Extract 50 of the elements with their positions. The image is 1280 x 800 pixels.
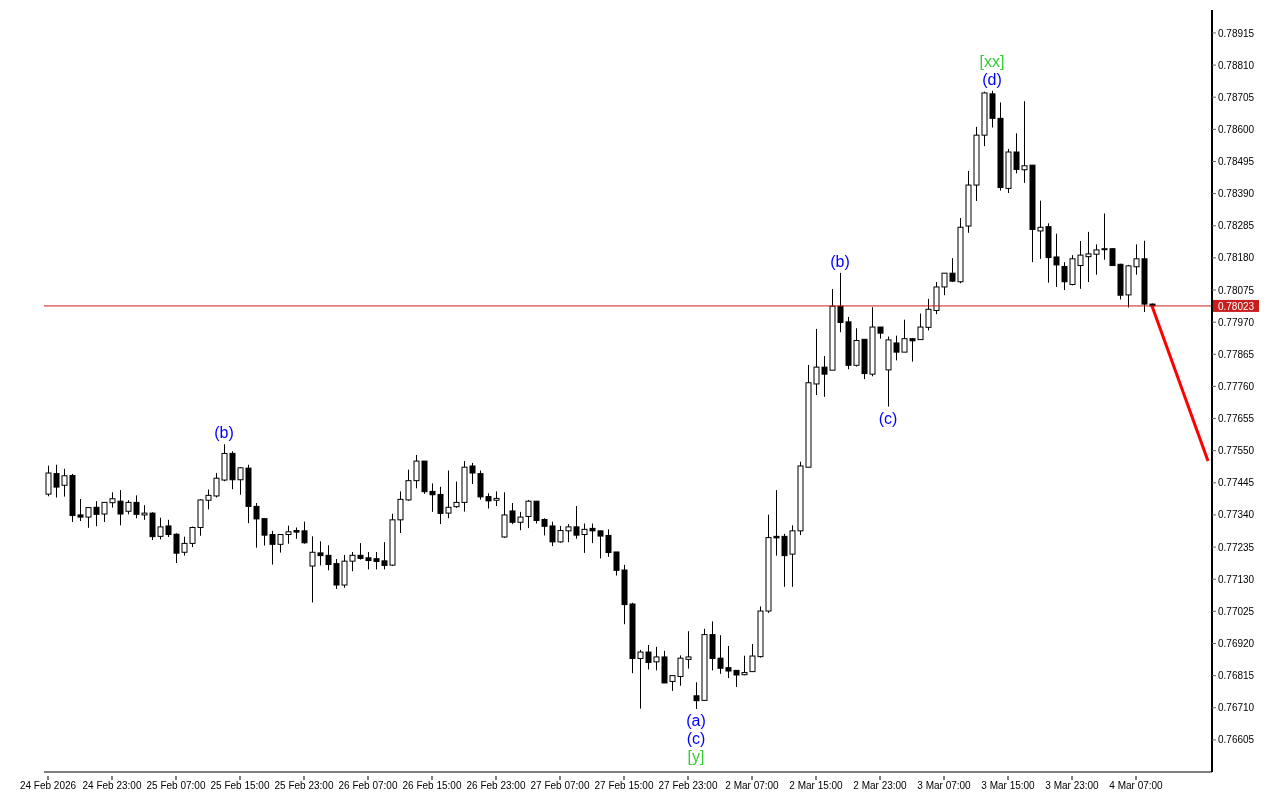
y-tick-label: 0.77760 bbox=[1218, 380, 1255, 392]
y-tick-label: 0.77445 bbox=[1218, 477, 1255, 489]
x-tick-label: 4 Mar 07:00 bbox=[1109, 780, 1164, 791]
y-tick-label: 0.76605 bbox=[1218, 734, 1255, 746]
annotation: (a) bbox=[686, 712, 706, 730]
y-tick-label: 0.78075 bbox=[1218, 284, 1255, 296]
x-tick-label: 2 Mar 07:00 bbox=[725, 780, 780, 791]
y-tick-label: 0.78810 bbox=[1218, 59, 1255, 71]
y-tick-label: 0.78180 bbox=[1218, 252, 1255, 264]
x-tick-label: 2 Mar 23:00 bbox=[853, 780, 908, 791]
annotation: (d) bbox=[982, 70, 1002, 88]
x-tick-label: 25 Feb 23:00 bbox=[274, 780, 334, 791]
y-tick-label: 0.76815 bbox=[1218, 670, 1255, 682]
ref-line-label: 0.78023 bbox=[1217, 300, 1255, 312]
y-tick-label: 0.77235 bbox=[1218, 541, 1255, 553]
annotation: [xx] bbox=[979, 52, 1005, 70]
x-tick-label: 25 Feb 07:00 bbox=[146, 780, 206, 791]
y-tick-label: 0.78915 bbox=[1218, 27, 1255, 39]
y-tick-label: 0.76920 bbox=[1218, 638, 1255, 650]
annotation: (b) bbox=[214, 424, 234, 442]
y-tick-label: 0.78600 bbox=[1218, 123, 1255, 135]
y-tick-label: 0.78705 bbox=[1218, 91, 1255, 103]
annotation: (c) bbox=[686, 730, 706, 748]
x-tick-label: 24 Feb 23:00 bbox=[82, 780, 142, 791]
y-tick-label: 0.77025 bbox=[1218, 605, 1255, 617]
annotation: (c) bbox=[878, 409, 898, 427]
y-tick-label: 0.78285 bbox=[1218, 220, 1255, 232]
annotation: (b) bbox=[830, 252, 850, 270]
y-tick-label: 0.77970 bbox=[1218, 316, 1255, 328]
annotation: [y] bbox=[687, 748, 705, 766]
x-tick-label: 26 Feb 15:00 bbox=[402, 780, 462, 791]
y-tick-label: 0.77655 bbox=[1218, 413, 1255, 425]
x-tick-label: 3 Mar 15:00 bbox=[981, 780, 1036, 791]
y-tick-label: 0.77865 bbox=[1218, 348, 1255, 360]
x-tick-label: 26 Feb 23:00 bbox=[466, 780, 526, 791]
y-tick-label: 0.77340 bbox=[1218, 509, 1255, 521]
x-tick-label: 25 Feb 15:00 bbox=[210, 780, 270, 791]
y-tick-label: 0.78390 bbox=[1218, 188, 1255, 200]
y-tick-label: 0.76710 bbox=[1218, 702, 1255, 714]
x-tick-label: 2 Mar 15:00 bbox=[789, 780, 844, 791]
x-tick-label: 27 Feb 15:00 bbox=[594, 780, 654, 791]
x-tick-label: 3 Mar 07:00 bbox=[917, 780, 972, 791]
y-tick-label: 0.78495 bbox=[1218, 156, 1255, 168]
x-tick-label: 27 Feb 23:00 bbox=[658, 780, 718, 791]
x-tick-label: 27 Feb 07:00 bbox=[530, 780, 590, 791]
y-tick-label: 0.77550 bbox=[1218, 445, 1255, 457]
y-tick-label: 0.77130 bbox=[1218, 573, 1255, 585]
x-tick-label: 24 Feb 2026 bbox=[19, 780, 77, 791]
x-tick-label: 26 Feb 07:00 bbox=[338, 780, 398, 791]
x-tick-label: 3 Mar 23:00 bbox=[1045, 780, 1100, 791]
